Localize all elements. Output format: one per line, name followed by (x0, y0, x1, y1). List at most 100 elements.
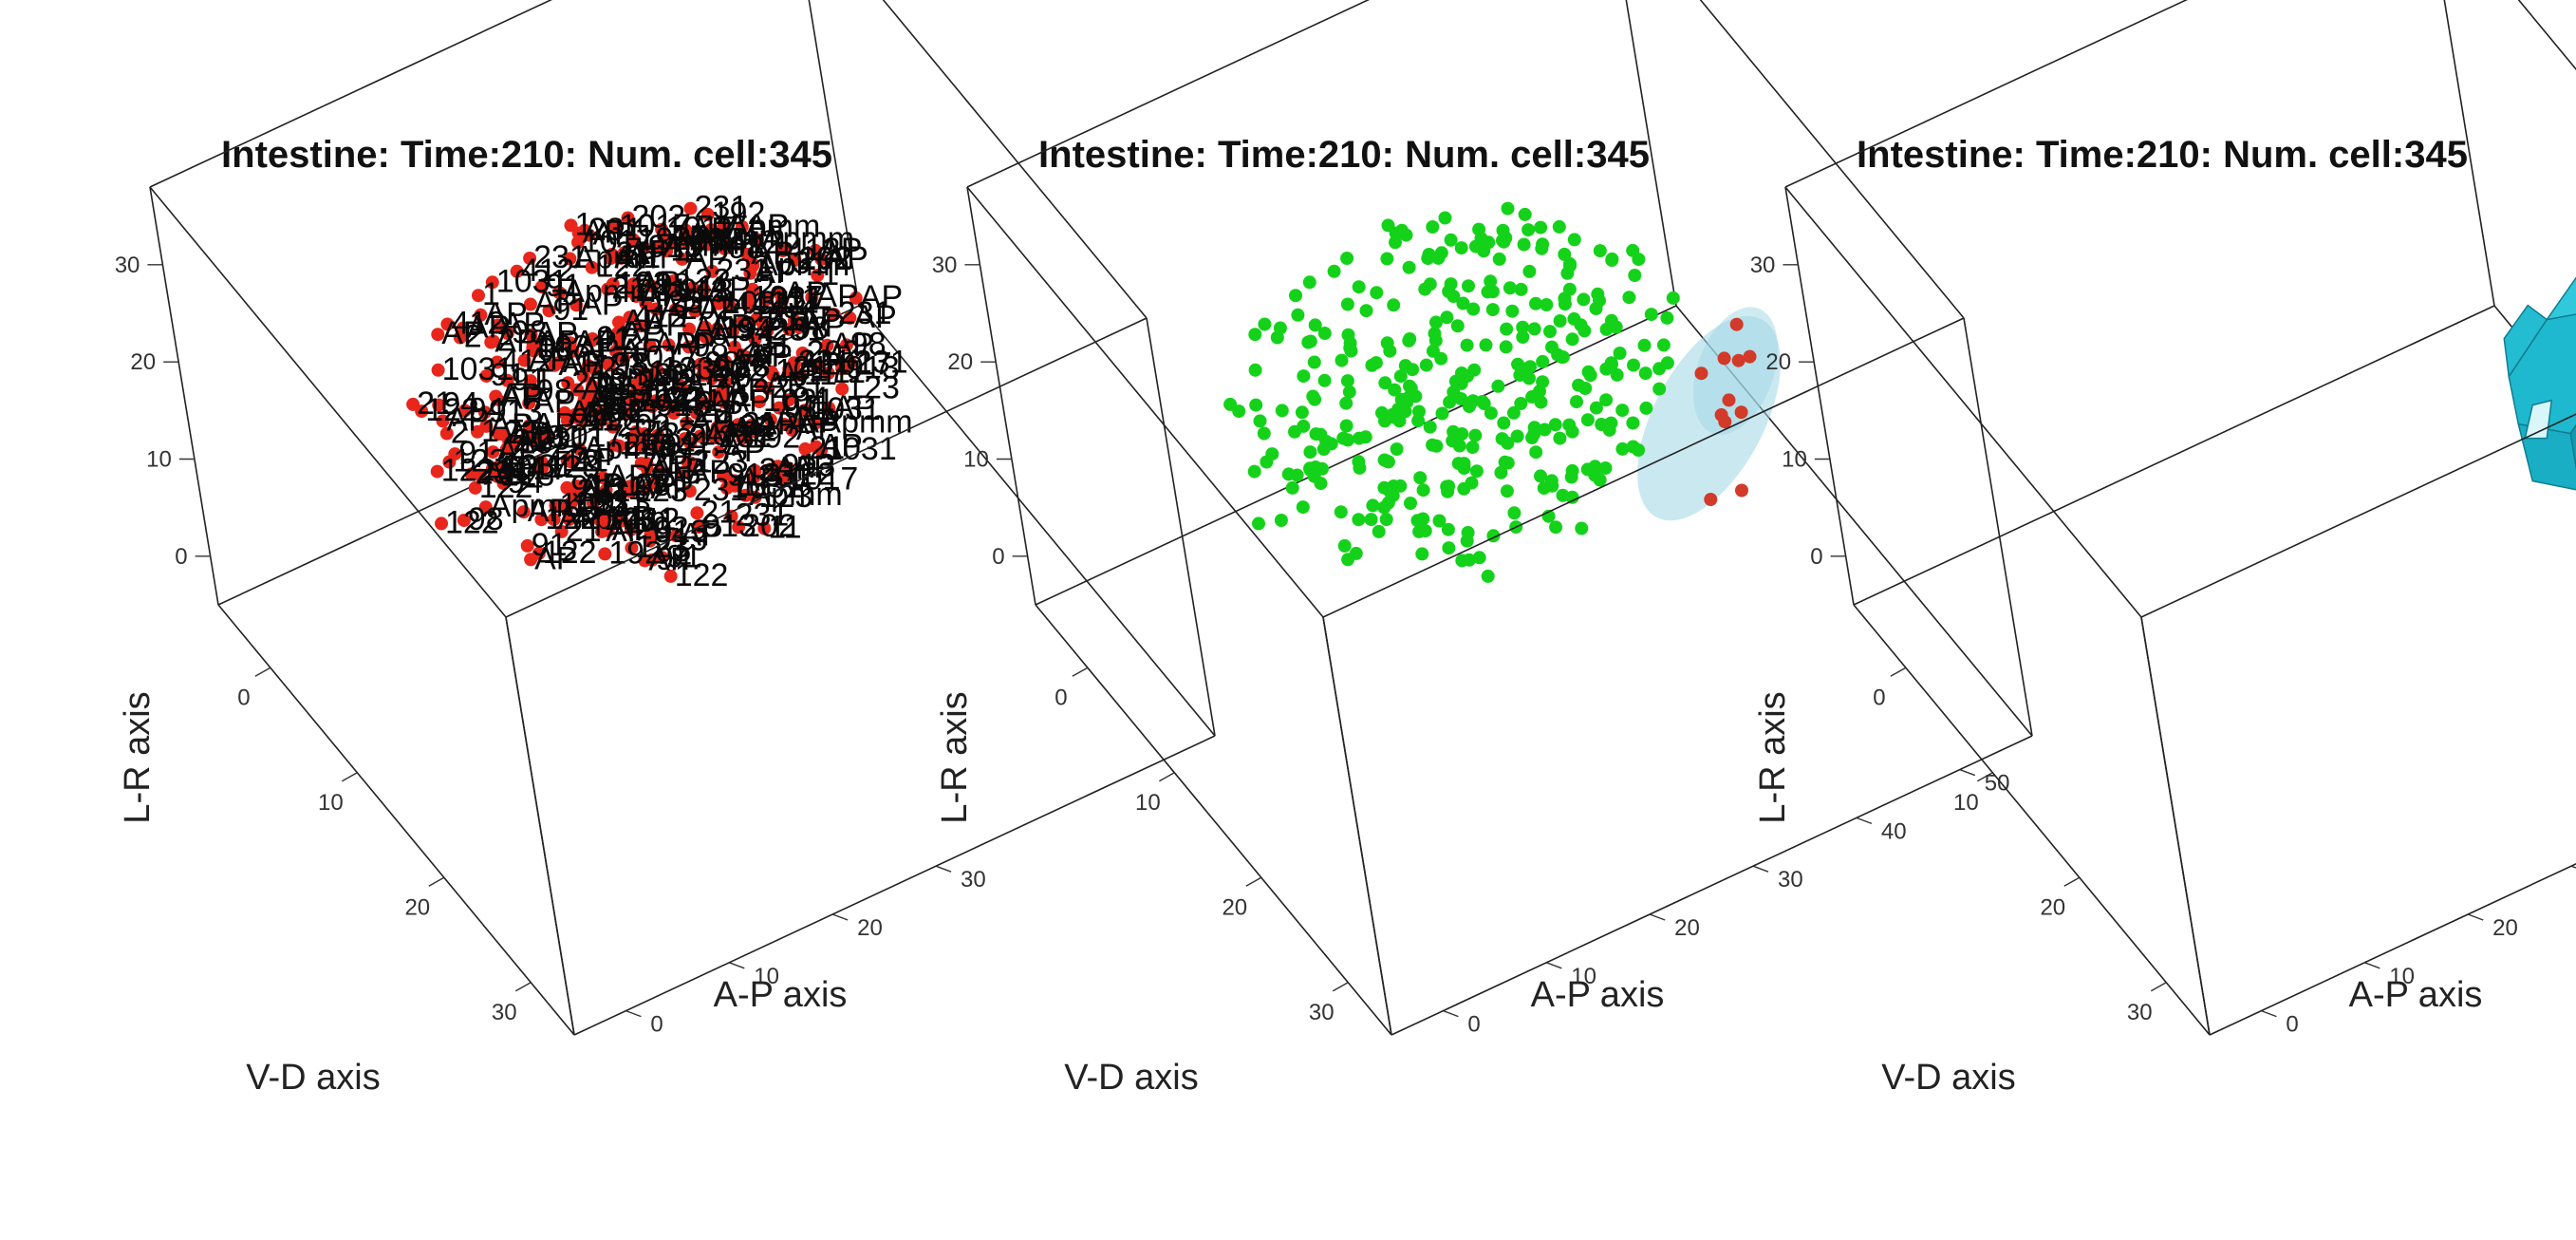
surface-facet (2569, 423, 2576, 471)
box-edge (966, 186, 1036, 606)
cell-point (435, 517, 448, 531)
cell-name-label: 412 (521, 253, 575, 289)
cell-point (1529, 296, 1542, 310)
cell-point (1454, 241, 1468, 255)
cell-point (618, 406, 632, 421)
z-tick-label: 0 (1810, 544, 1822, 570)
y-tick-mark (729, 962, 745, 969)
cell-point (595, 524, 609, 538)
cell-point (492, 427, 506, 442)
cell-point (626, 233, 641, 247)
cell-point (1575, 521, 1589, 535)
cell-point (1308, 318, 1322, 332)
cell-point (1426, 220, 1440, 234)
cell-name-label: AP (711, 226, 754, 262)
cell-point (1419, 358, 1433, 372)
cell-name-label: 94 (442, 386, 478, 423)
cell-name-label: 1031 (496, 263, 569, 299)
cell-point (1536, 354, 1550, 368)
cell-point (706, 360, 720, 374)
z-tick-label: 0 (175, 544, 187, 570)
box-edge-front (505, 616, 575, 1036)
cell-point (677, 465, 691, 479)
cell-point (1545, 340, 1559, 354)
cell-point (775, 473, 790, 487)
cell-name-label: 91 (713, 349, 749, 385)
x-tick-label: 10 (1135, 790, 1161, 816)
cell-point (1548, 418, 1562, 432)
cell-name-label: 1 (759, 320, 777, 356)
cell-point (1481, 285, 1495, 299)
cell-name-label: 1031 (559, 486, 631, 522)
panel-1-xlabel: V-D axis (246, 1058, 380, 1098)
cell-point (750, 311, 764, 326)
cell-point (1393, 479, 1408, 493)
cell-name-label: 1031 (502, 448, 574, 484)
cell-point (602, 358, 616, 372)
cell-name-label: 2 (623, 322, 641, 358)
cell-name-label: 11 (768, 510, 801, 546)
cell-point (1536, 375, 1550, 389)
cell-name-label: 1031 (722, 285, 794, 321)
cell-point (1403, 379, 1416, 393)
cell-name-label: 123 (759, 479, 813, 515)
cell-point (1366, 498, 1380, 513)
cell-name-label: 123 (846, 370, 900, 406)
cell-point (608, 438, 623, 452)
cell-point (1393, 369, 1408, 384)
cell-point (1307, 355, 1321, 369)
cell-point (682, 484, 697, 498)
cell-point (585, 260, 599, 274)
cell-point (717, 220, 731, 235)
cell-point (719, 375, 733, 389)
cell-point (1522, 264, 1537, 278)
cell-point (560, 480, 574, 495)
cell-point (1353, 460, 1367, 475)
cell-point (1553, 314, 1567, 328)
cell-point (1565, 332, 1579, 347)
cell-point (1435, 406, 1449, 421)
cell-point (697, 282, 711, 296)
cell-name-label: 1031 (575, 484, 647, 520)
cell-point (1364, 513, 1378, 527)
cell-name-label: AP (622, 314, 664, 350)
cell-point (1580, 413, 1595, 427)
cell-name-label: AP (686, 240, 729, 276)
cell-name-label: 192 (617, 265, 671, 301)
cell-point (1469, 464, 1484, 479)
cell-name-label: 1 (575, 206, 593, 242)
panel-1-title: Intestine: Time:210: Num. cell:345 (221, 134, 832, 176)
cell-point (793, 367, 807, 382)
cell-point (700, 237, 714, 252)
cell-point (788, 252, 802, 266)
cell-point (569, 298, 584, 312)
cell-name-label: 913 (680, 272, 734, 309)
x-tick-label: 20 (1222, 894, 1247, 920)
y-tick-mark (1752, 865, 1769, 873)
cell-name-label: AP (490, 407, 532, 443)
cell-name-label: AP (563, 344, 606, 380)
cell-point (519, 431, 533, 445)
cell-name-label: AP (699, 292, 741, 329)
cell-name-label: AP (788, 405, 831, 442)
cell-name-label: 231 (798, 344, 852, 380)
cell-point (787, 313, 801, 328)
cell-point (1466, 394, 1480, 408)
cell-name-label: 1031 (825, 431, 897, 467)
cell-name-label: 231 (654, 357, 708, 393)
cell-point (1558, 247, 1572, 261)
cell-name-label: 91 (666, 538, 702, 574)
cell-name-label: 192 (746, 420, 800, 456)
cell-name-label: 412 (626, 502, 681, 538)
cell-point (625, 541, 639, 555)
cell-name-label: AP (628, 234, 671, 270)
cell-point (594, 414, 608, 428)
cell-point (491, 318, 505, 332)
cell-name-label: 122 (677, 262, 731, 298)
cell-point (1503, 281, 1517, 295)
cell-point (663, 569, 678, 583)
cell-point (728, 340, 741, 354)
x-tick-label: 10 (318, 790, 344, 816)
cell-point (781, 461, 795, 475)
cell-name-label: AP (660, 382, 702, 418)
